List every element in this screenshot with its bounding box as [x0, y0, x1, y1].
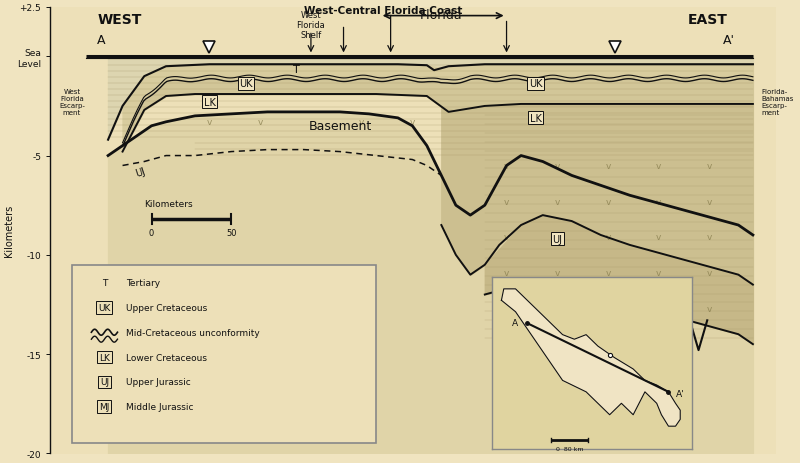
Text: v: v: [706, 162, 712, 170]
Text: v: v: [606, 197, 610, 206]
Text: UK: UK: [529, 79, 542, 89]
Text: v: v: [554, 162, 560, 170]
Text: v: v: [554, 233, 560, 242]
Text: UJ: UJ: [100, 377, 109, 387]
Text: Middle Jurassic: Middle Jurassic: [126, 402, 194, 411]
Text: 0: 0: [149, 229, 154, 238]
Text: MJ: MJ: [99, 402, 110, 411]
Text: LK: LK: [203, 98, 215, 108]
Text: UJ: UJ: [134, 166, 147, 178]
Text: LK: LK: [99, 353, 110, 362]
Text: v: v: [656, 197, 662, 206]
Text: v: v: [656, 162, 662, 170]
Text: Lower Cretaceous: Lower Cretaceous: [126, 353, 207, 362]
Polygon shape: [502, 289, 680, 426]
Text: A': A': [675, 389, 684, 399]
Text: v: v: [554, 269, 560, 278]
Text: UK: UK: [98, 303, 110, 312]
Text: v: v: [606, 304, 610, 313]
Text: v: v: [706, 233, 712, 242]
Text: UK: UK: [239, 79, 253, 89]
Text: v: v: [606, 162, 610, 170]
Text: v: v: [504, 304, 510, 313]
Text: v: v: [606, 233, 610, 242]
Text: MJ: MJ: [559, 294, 570, 304]
Text: v: v: [554, 197, 560, 206]
Text: v: v: [258, 118, 263, 127]
Text: v: v: [656, 304, 662, 313]
Y-axis label: Kilometers: Kilometers: [4, 205, 14, 257]
Text: Tertiary: Tertiary: [126, 279, 160, 288]
Text: v: v: [410, 118, 415, 127]
Text: EAST: EAST: [688, 13, 727, 26]
Text: v: v: [656, 269, 662, 278]
Text: West-Central Florida Coast: West-Central Florida Coast: [304, 6, 462, 16]
Text: v: v: [207, 118, 212, 127]
Text: v: v: [706, 269, 712, 278]
Text: v: v: [504, 269, 510, 278]
Text: Mid-Cretaceous unconformity: Mid-Cretaceous unconformity: [126, 328, 260, 337]
Text: Basement: Basement: [308, 120, 371, 133]
Text: A: A: [97, 34, 106, 47]
Text: Upper Cretaceous: Upper Cretaceous: [126, 303, 207, 312]
Text: Florida: Florida: [420, 9, 462, 22]
Text: 50: 50: [226, 229, 237, 238]
Text: Kilometers: Kilometers: [144, 199, 193, 208]
Text: Florida-
Bahamas
Escarp-
ment: Florida- Bahamas Escarp- ment: [762, 89, 794, 116]
Text: T: T: [293, 64, 300, 75]
Text: v: v: [504, 197, 510, 206]
Text: v: v: [504, 162, 510, 170]
Text: v: v: [606, 269, 610, 278]
Text: Upper Jurassic: Upper Jurassic: [126, 377, 191, 387]
Text: LK: LK: [530, 113, 542, 124]
Text: v: v: [504, 233, 510, 242]
Text: 0  80 km: 0 80 km: [556, 446, 583, 450]
Text: A: A: [512, 319, 518, 328]
Text: v: v: [554, 304, 560, 313]
Text: T: T: [102, 279, 107, 288]
Text: West
Florida
Shelf: West Florida Shelf: [297, 11, 326, 40]
Text: UJ: UJ: [552, 234, 562, 244]
Text: v: v: [359, 118, 364, 127]
Text: v: v: [706, 304, 712, 313]
Text: A': A': [722, 34, 734, 47]
Bar: [72, 265, 376, 444]
Text: WEST: WEST: [97, 13, 142, 26]
Text: v: v: [656, 233, 662, 242]
Text: v: v: [706, 197, 712, 206]
Text: West
Florida
Escarp-
ment: West Florida Escarp- ment: [59, 89, 85, 116]
